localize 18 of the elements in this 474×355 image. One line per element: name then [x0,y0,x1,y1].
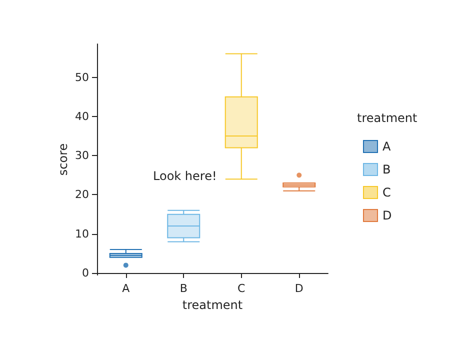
x-axis-title: treatment [182,298,243,312]
x-tick-label: B [180,282,188,295]
legend-label: C [382,186,391,200]
x-tick-label: D [294,282,304,295]
legend-label: A [382,140,392,154]
x-tick-label: C [238,282,246,295]
x-tick-label: A [122,282,130,295]
annotation: Look here! [153,169,217,183]
y-tick-label: 50 [75,70,89,84]
y-tick-label: 40 [75,110,89,123]
y-tick-label: 0 [82,266,89,280]
legend-label: D [382,208,392,222]
y-tick-label: 10 [75,227,89,240]
legend-title: treatment [357,111,418,125]
legend-label: B [382,162,391,176]
y-axis-title: score [56,143,70,176]
y-tick-label: 20 [75,188,89,202]
y-tick-label: 30 [75,149,89,162]
